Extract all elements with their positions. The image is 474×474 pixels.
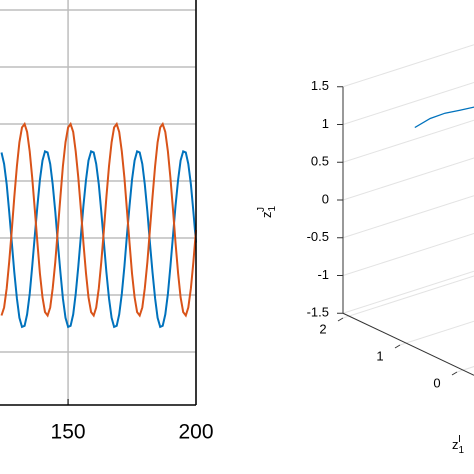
y-tick-label: 0 xyxy=(433,375,440,390)
x-tick-label: 200 xyxy=(178,421,213,444)
y-tick xyxy=(394,344,401,349)
series-line xyxy=(0,121,197,318)
label-sup: J xyxy=(256,207,267,212)
label-base: z xyxy=(452,437,459,452)
y-tick xyxy=(451,371,458,376)
z-tick-label: -0.5 xyxy=(307,229,329,244)
label-sub: 1 xyxy=(267,206,278,212)
z-tick-label: -1.5 xyxy=(307,305,329,320)
y-axis-label: z1I xyxy=(452,434,465,456)
label-sub: 1 xyxy=(459,445,465,456)
y-tick-label: 1 xyxy=(376,348,383,363)
grid-line xyxy=(342,195,474,239)
series-line xyxy=(414,106,474,129)
grid-line xyxy=(456,366,474,373)
grid-line xyxy=(342,82,474,125)
grid-line xyxy=(342,233,474,276)
grid-line xyxy=(342,119,474,163)
x-tick-label: 150 xyxy=(51,421,86,444)
grid-line xyxy=(342,275,474,319)
grid-line xyxy=(342,157,474,201)
grid-line xyxy=(399,320,474,346)
label-sup: I xyxy=(458,434,461,445)
z-tick-label: 1 xyxy=(322,116,329,131)
z-tick-label: 1.5 xyxy=(311,78,329,93)
grid-line xyxy=(342,270,474,314)
z-tick-label: -1 xyxy=(317,267,329,282)
label-base: z xyxy=(259,212,274,219)
y-tick xyxy=(337,317,344,322)
series-line xyxy=(0,150,197,329)
z-axis-label: z1J xyxy=(256,206,278,219)
z-tick-label: 0.5 xyxy=(311,154,329,169)
axis-line xyxy=(342,312,474,376)
grid-line xyxy=(342,44,474,88)
z-tick-label: 0 xyxy=(322,191,329,206)
y-tick-label: 2 xyxy=(319,321,326,336)
